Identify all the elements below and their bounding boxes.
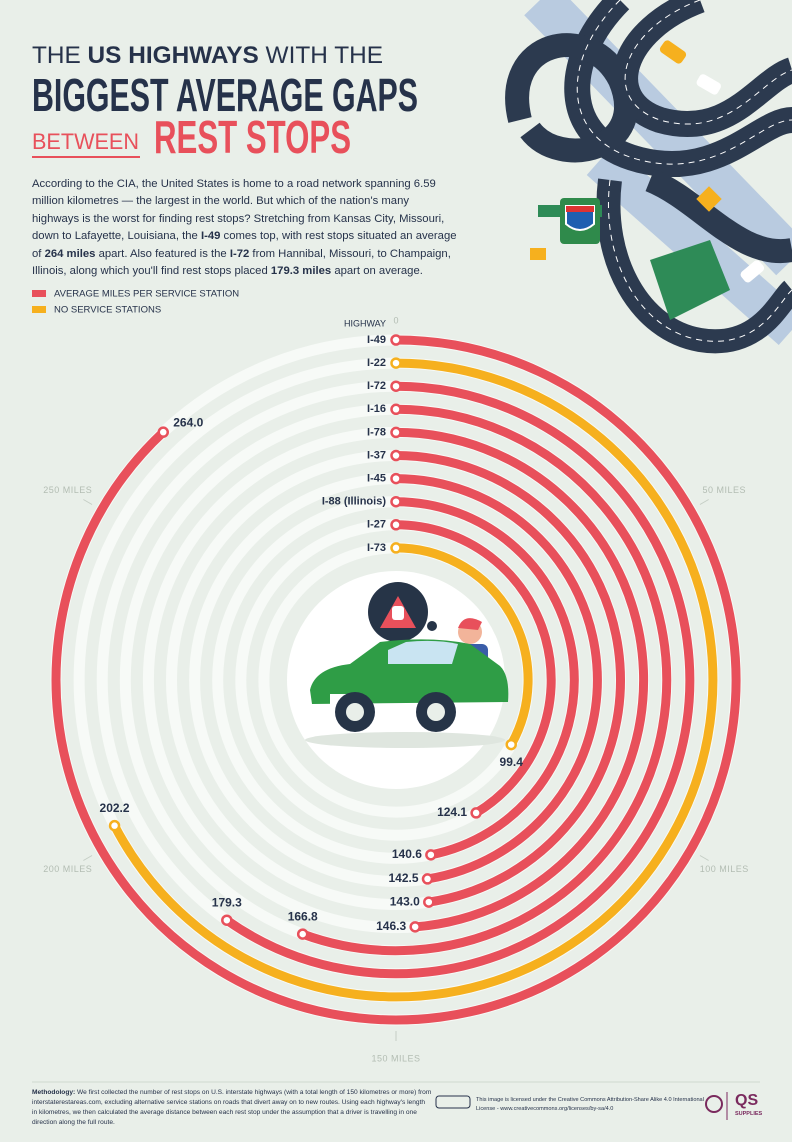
value-label: 146.3 bbox=[376, 919, 406, 933]
radial-bar bbox=[395, 451, 625, 907]
tick-label: 150 MILES bbox=[371, 1053, 420, 1063]
bar-start-dot bbox=[390, 519, 402, 531]
radial-bar bbox=[51, 335, 741, 1025]
title-part: THE bbox=[32, 42, 88, 69]
bar-end-dot bbox=[505, 738, 517, 751]
tick-label: 250 MILES bbox=[43, 485, 92, 495]
bar-start-dot bbox=[390, 357, 402, 369]
bar-end-dot bbox=[409, 921, 421, 933]
text-segment: Methodology: bbox=[32, 1089, 76, 1096]
title-part: US HIGHWAYS bbox=[88, 42, 259, 69]
value-label: 264.0 bbox=[173, 415, 203, 429]
legend-swatch bbox=[32, 306, 46, 313]
category-label: I-37 bbox=[367, 449, 386, 461]
bar-start-dot bbox=[390, 334, 402, 346]
radial-chart: AVERAGE MILES PER SERVICE STATION NO SERV… bbox=[32, 289, 749, 1063]
bar-end-dot bbox=[108, 819, 121, 832]
legend-label: NO SERVICE STATIONS bbox=[54, 305, 161, 316]
text-segment: apart. Also featured is the bbox=[95, 247, 230, 260]
tick-label: 0 bbox=[393, 315, 398, 325]
text-segment: comes top, with rest stops situated an a… bbox=[32, 230, 457, 260]
bar-start-dot bbox=[390, 403, 402, 416]
license: This image is licensed under the Creativ… bbox=[476, 1097, 704, 1112]
category-label: I-72 bbox=[367, 380, 386, 392]
bar-start-dot bbox=[390, 449, 402, 462]
logo: QS bbox=[735, 1092, 759, 1109]
value-label: 124.1 bbox=[437, 805, 467, 819]
text-segment: 264 miles bbox=[44, 247, 96, 260]
text-segment: 179.3 miles bbox=[270, 265, 332, 278]
value-label: 143.0 bbox=[390, 894, 420, 908]
intro-text: According to the CIA, the United States … bbox=[32, 176, 457, 280]
bar-start-dot bbox=[390, 472, 402, 485]
value-label: 202.2 bbox=[100, 801, 130, 815]
bar-start-dot bbox=[390, 495, 402, 508]
category-label: I-49 bbox=[367, 334, 386, 346]
text-segment: We first collected the number of rest st… bbox=[32, 1089, 432, 1126]
radial-bar bbox=[395, 520, 556, 817]
bar-end-dot bbox=[296, 928, 309, 940]
radial-bar bbox=[301, 404, 672, 956]
road-illustration bbox=[505, 0, 792, 354]
value-label: 166.8 bbox=[288, 909, 318, 923]
bar-start-dot bbox=[390, 426, 402, 439]
category-label: I-88 (Illinois) bbox=[322, 496, 387, 508]
tick-mark bbox=[83, 855, 93, 861]
title-line-3b: REST STOPS bbox=[154, 111, 351, 163]
tick-mark bbox=[83, 499, 93, 505]
bar-start-dot bbox=[390, 542, 402, 554]
text-segment: I-72 bbox=[229, 247, 250, 260]
bar-end-dot bbox=[423, 896, 435, 908]
radial-bar bbox=[110, 358, 718, 1002]
text-segment: from Hannibal, Missouri, to Champaign, I… bbox=[32, 247, 451, 278]
tick-mark bbox=[699, 855, 709, 861]
bar-end-dot bbox=[425, 849, 437, 861]
car-illustration bbox=[287, 571, 509, 789]
bar-start-dot bbox=[390, 380, 402, 392]
bar-end-dot bbox=[421, 873, 434, 885]
category-label: I-16 bbox=[367, 403, 386, 415]
category-label: I-78 bbox=[367, 426, 386, 438]
radial-bar bbox=[395, 497, 579, 860]
axis-label: HIGHWAY bbox=[344, 318, 386, 328]
value-label: 179.3 bbox=[212, 895, 242, 909]
radial-bar bbox=[395, 543, 533, 747]
category-label: I-27 bbox=[367, 519, 386, 531]
value-label: 140.6 bbox=[392, 847, 422, 861]
category-label: I-73 bbox=[367, 542, 386, 554]
tick-label: 200 MILES bbox=[43, 864, 92, 874]
title-line-3a: BETWEEN bbox=[32, 129, 139, 154]
tick-mark bbox=[699, 499, 709, 505]
methodology: Methodology: We first collected the numb… bbox=[32, 1088, 432, 1128]
legend-label: AVERAGE MILES PER SERVICE STATION bbox=[54, 289, 239, 300]
tick-label: 100 MILES bbox=[700, 864, 749, 874]
tick-label: 50 MILES bbox=[702, 485, 746, 495]
bar-end-dot bbox=[470, 807, 482, 819]
legend-swatch bbox=[32, 290, 46, 297]
logo-sub: SUPPLIES bbox=[735, 1111, 763, 1117]
text-segment: According to the CIA, the United States … bbox=[32, 178, 445, 243]
logo-mark bbox=[705, 1095, 723, 1113]
radial-bar bbox=[224, 381, 695, 979]
category-label: I-22 bbox=[367, 357, 386, 369]
value-label: 99.4 bbox=[500, 755, 524, 769]
title-line-2: BIGGEST AVERAGE GAPS bbox=[32, 69, 418, 121]
title-part: WITH THE bbox=[259, 42, 383, 69]
bar-end-dot bbox=[221, 914, 233, 926]
category-label: I-45 bbox=[367, 473, 386, 485]
radial-bar bbox=[395, 427, 649, 932]
text-segment: apart on average. bbox=[331, 265, 423, 278]
title-line-1: THE US HIGHWAYS WITH THE bbox=[32, 42, 383, 69]
text-segment: I-49 bbox=[200, 230, 221, 243]
radial-bar bbox=[395, 474, 602, 884]
value-label: 142.5 bbox=[388, 871, 418, 885]
cc-badge bbox=[435, 1095, 471, 1109]
bar-end-dot bbox=[157, 426, 170, 438]
